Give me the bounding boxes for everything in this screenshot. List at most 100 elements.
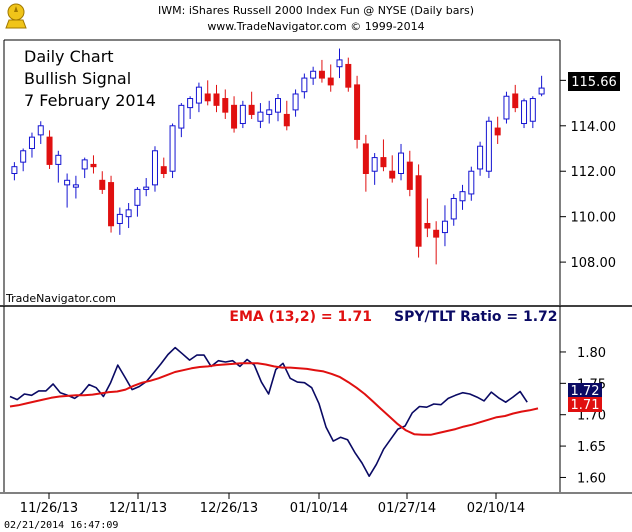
- candle-body-down: [108, 182, 115, 227]
- candle-body-up: [477, 145, 484, 170]
- candle-body-up: [310, 70, 317, 79]
- candle-body-down: [231, 104, 238, 129]
- indicator-lines: [9, 346, 539, 478]
- candle-body-up: [257, 111, 264, 122]
- candle-body-up: [441, 220, 448, 234]
- indicator-tick-label: 1.60: [577, 471, 606, 486]
- indicator-y-gridlines: [560, 351, 566, 478]
- candle-body-down: [512, 93, 519, 109]
- candle-body-down: [204, 93, 211, 102]
- x-tick-label: 01/10/14: [290, 501, 348, 516]
- price-last-badge: 115.66: [568, 72, 620, 91]
- ratio-last-value: 1.72: [571, 384, 600, 399]
- candle-body-up: [64, 179, 71, 186]
- candle-body-up: [485, 120, 492, 172]
- brand-watermark: TradeNavigator.com: [5, 292, 116, 305]
- ema-last-badge: 1.71: [568, 397, 602, 413]
- candle-body-up: [55, 154, 62, 165]
- price-tick-label: 114.00: [571, 120, 617, 135]
- candle-body-up: [169, 125, 176, 172]
- candle-body-up: [143, 186, 150, 190]
- candle-body-down: [327, 77, 334, 86]
- ema-last-value: 1.71: [571, 398, 600, 413]
- series-line-ema: [9, 362, 539, 436]
- candle-body-up: [450, 197, 457, 220]
- price-tick-label: 112.00: [571, 165, 617, 180]
- candle-body-up: [239, 104, 246, 125]
- price-tick-label: 110.00: [571, 211, 617, 226]
- candle-body-up: [266, 109, 273, 115]
- candle-body-up: [301, 77, 308, 93]
- candle-body-down: [222, 98, 229, 113]
- candle-body-up: [529, 98, 536, 122]
- x-tick-label: 12/11/13: [109, 501, 167, 516]
- candle-body-down: [160, 166, 167, 174]
- candle-body-down: [389, 170, 396, 179]
- candle-body-up: [459, 191, 466, 202]
- annotation-line-1: Daily Chart: [24, 47, 114, 66]
- candle-body-down: [248, 104, 255, 115]
- price-last-value: 115.66: [571, 75, 617, 90]
- candle-body-down: [494, 127, 501, 136]
- candle-body-up: [187, 98, 194, 109]
- candle-body-down: [46, 136, 53, 165]
- candle-body-up: [81, 159, 88, 170]
- candle-body-up: [371, 157, 378, 172]
- candle-body-up: [11, 166, 18, 174]
- candle-body-up: [151, 150, 158, 186]
- candle-body-down: [433, 229, 440, 238]
- candle-body-down: [354, 84, 361, 140]
- legend-ema: EMA (13,2) = 1.71: [229, 309, 372, 325]
- candle-body-down: [90, 163, 97, 168]
- candle-body-down: [283, 113, 290, 127]
- candle-body-down: [318, 70, 325, 79]
- candle-body-up: [116, 213, 123, 224]
- candle-body-down: [415, 175, 422, 247]
- candle-body-up: [398, 152, 405, 174]
- candle-body-up: [521, 100, 528, 125]
- x-axis: 11/26/13 12/11/13 12/26/13 01/10/14 01/27/14…: [20, 493, 525, 516]
- candle-body-up: [37, 125, 44, 136]
- candle-body-down: [99, 179, 106, 190]
- candle-body-up: [292, 93, 299, 111]
- candle-body-down: [362, 143, 369, 174]
- annotation-line-2: Bullish Signal: [24, 69, 131, 88]
- copyright-line: www.TradeNavigator.com © 1999-2014: [207, 20, 424, 33]
- candle-body-up: [134, 188, 141, 206]
- candle-body-up: [195, 86, 202, 104]
- candle-body-up: [28, 136, 35, 150]
- candle-body-up: [178, 104, 185, 129]
- candle-body-up: [275, 98, 281, 113]
- series-line-ratio: [9, 346, 528, 478]
- annotation-line-3: 7 February 2014: [24, 91, 156, 110]
- candle-body-up: [468, 170, 475, 195]
- indicator-panel: 1.601.651.701.751.80 EMA (13,2) = 1.71 S…: [0, 306, 632, 494]
- candle-body-down: [213, 93, 220, 106]
- x-tick-label: 11/26/13: [20, 501, 78, 516]
- indicator-tick-label: 1.65: [577, 440, 606, 455]
- candle-body-down: [345, 63, 352, 88]
- chart-title: IWM: iShares Russell 2000 Index Fun @ NY…: [158, 4, 474, 17]
- ratio-last-badge: 1.72: [568, 383, 602, 399]
- x-tick-label: 01/27/14: [378, 501, 436, 516]
- timestamp: 02/21/2014 16:47:09: [4, 520, 118, 531]
- candle-body-up: [503, 95, 510, 120]
- indicator-tick-label: 1.80: [577, 346, 606, 361]
- candle-body-down: [406, 161, 413, 190]
- logo-icon: [5, 3, 27, 29]
- indicator-y-axis: 1.601.651.701.751.80: [577, 346, 606, 486]
- indicator-tick-label: 1.70: [577, 409, 606, 424]
- price-y-gridlines: [560, 79, 566, 263]
- candle-body-up: [336, 59, 343, 68]
- price-candles: [11, 48, 545, 265]
- candle-body-down: [380, 157, 387, 168]
- x-tick-label: 12/26/13: [200, 501, 258, 516]
- candle-body-up: [125, 209, 132, 218]
- legend-ratio: SPY/TLT Ratio = 1.72: [394, 309, 558, 325]
- candle-body-up: [72, 184, 79, 188]
- price-tick-label: 108.00: [571, 256, 617, 271]
- candle-body-up: [20, 150, 27, 163]
